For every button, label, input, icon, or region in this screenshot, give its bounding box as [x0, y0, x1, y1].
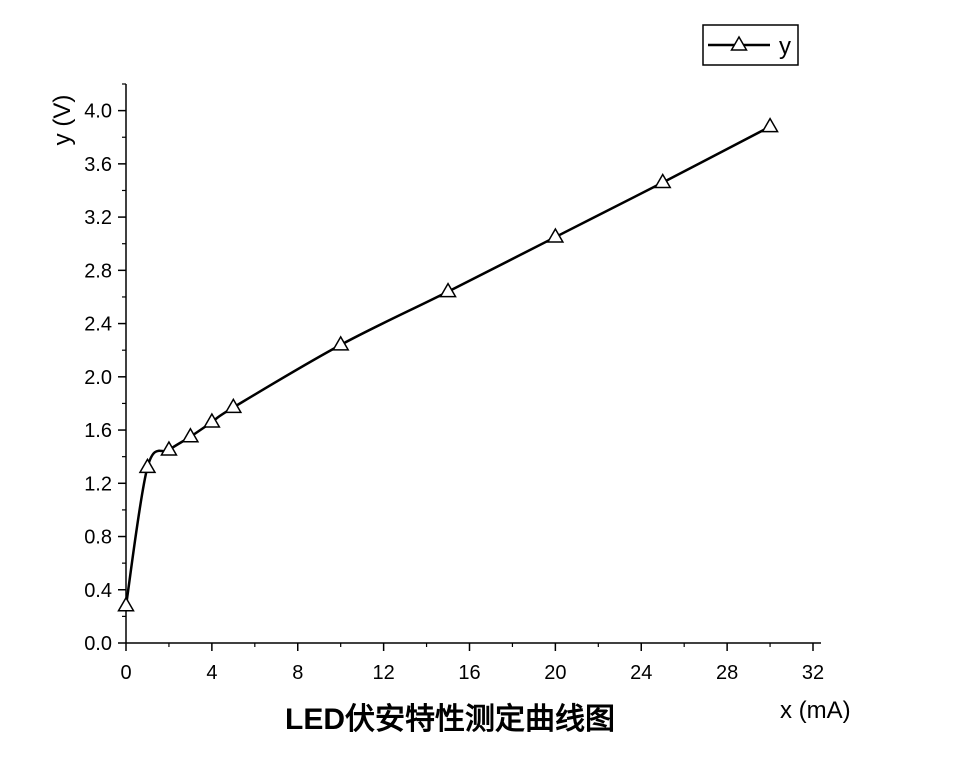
x-tick-label: 28: [716, 662, 738, 684]
data-point-marker: [203, 412, 221, 428]
y-tick-label: 3.2: [84, 207, 112, 229]
series-layer: [124, 125, 771, 606]
y-tick-label: 0.8: [84, 527, 112, 549]
data-point-marker: [653, 172, 672, 189]
data-point-marker: [181, 427, 200, 443]
y-tick-label: 2.8: [84, 260, 112, 282]
legend-entry-y: y: [779, 33, 791, 60]
x-tick-label: 20: [544, 662, 566, 684]
ticks: 0 4 8 12 16 20 24 28 32 0.0 0.4 0.8 1.2 1.6 2.0 2.4 2.8 3…: [84, 83, 824, 684]
chart-title: LED伏安特性测定曲线图: [285, 702, 615, 736]
data-point-marker: [761, 117, 779, 133]
data-point-marker: [546, 227, 565, 243]
data-point-marker: [439, 282, 457, 298]
x-tick-label: 8: [292, 662, 303, 684]
axes: [125, 84, 821, 644]
x-tick-label: 12: [373, 662, 395, 684]
x-tick-label: 4: [206, 662, 217, 684]
y-tick-label: 1.2: [84, 473, 112, 495]
data-point-marker: [117, 596, 135, 612]
series-line-y: [124, 125, 771, 606]
y-tick-label: 0.0: [84, 633, 112, 655]
x-axis-title: x (mA): [780, 697, 851, 724]
data-point-marker: [331, 335, 350, 351]
legend-marker-triangle: [730, 35, 748, 51]
x-tick-label: 16: [458, 662, 480, 684]
x-tick-label: 24: [630, 662, 652, 684]
y-tick-label: 3.6: [84, 154, 112, 176]
markers-layer: [117, 117, 779, 612]
y-tick-label: 1.6: [84, 420, 112, 442]
y-tick-label: 2.0: [84, 367, 112, 389]
data-point-marker: [160, 440, 178, 456]
x-tick-label: 32: [802, 662, 824, 684]
legend: y: [702, 24, 799, 66]
y-axis-title: y (V): [49, 95, 76, 146]
y-tick-label: 4.0: [84, 101, 112, 123]
x-tick-label: 0: [120, 662, 131, 684]
data-point-marker: [224, 397, 243, 414]
y-tick-label: 2.4: [84, 314, 112, 336]
data-point-marker: [138, 457, 157, 474]
y-tick-label: 0.4: [84, 580, 112, 602]
